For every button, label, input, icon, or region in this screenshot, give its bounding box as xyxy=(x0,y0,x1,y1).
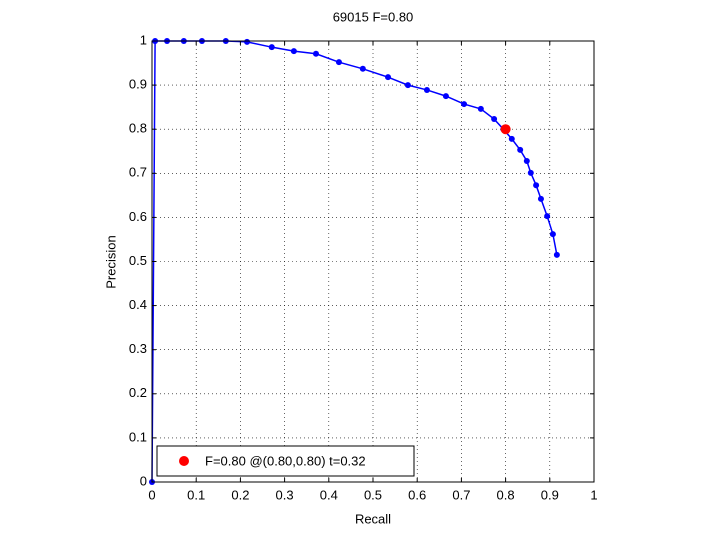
x-tick-label: 0.7 xyxy=(452,487,470,502)
y-tick-label: 0.1 xyxy=(129,429,147,444)
point xyxy=(404,82,411,89)
x-tick-label: 0.1 xyxy=(187,487,205,502)
y-axis-label: Precision xyxy=(103,235,118,288)
point xyxy=(537,195,544,202)
point xyxy=(442,93,449,100)
point xyxy=(477,105,484,112)
x-tick-label: 0.4 xyxy=(320,487,338,502)
point xyxy=(508,135,515,142)
y-tick-label: 0.4 xyxy=(129,297,147,312)
point xyxy=(290,48,297,55)
x-tick-label: 1 xyxy=(590,487,597,502)
y-tick-label: 0.9 xyxy=(129,77,147,92)
legend-label: F=0.80 @(0.80,0.80) t=0.32 xyxy=(205,453,366,468)
chart-title: 69015 F=0.80 xyxy=(333,9,414,24)
y-tick-label: 0.6 xyxy=(129,209,147,224)
point xyxy=(335,59,342,66)
point xyxy=(527,169,534,176)
y-tick-label: 0.2 xyxy=(129,385,147,400)
y-tick-label: 0.5 xyxy=(129,253,147,268)
x-tick-label: 0.2 xyxy=(231,487,249,502)
point xyxy=(461,101,468,108)
x-tick-label: 0.3 xyxy=(276,487,294,502)
point xyxy=(423,86,430,93)
x-tick-label: 0.9 xyxy=(541,487,559,502)
point xyxy=(523,157,530,164)
point xyxy=(268,44,275,51)
x-tick-label: 0.8 xyxy=(497,487,515,502)
point xyxy=(549,231,556,238)
y-tick-label: 1 xyxy=(140,32,147,47)
point xyxy=(244,38,251,45)
legend-marker xyxy=(179,456,189,466)
y-tick-label: 0 xyxy=(140,473,147,488)
point xyxy=(544,213,551,220)
point xyxy=(491,116,498,123)
point xyxy=(533,182,540,189)
x-axis-label: Recall xyxy=(355,511,391,526)
point xyxy=(517,146,524,153)
x-tick-label: 0.6 xyxy=(408,487,426,502)
y-tick-label: 0.8 xyxy=(129,121,147,136)
best-point xyxy=(500,124,511,135)
point xyxy=(359,65,366,72)
x-tick-label: 0.5 xyxy=(364,487,382,502)
x-tick-label: 0 xyxy=(148,487,155,502)
y-tick-label: 0.3 xyxy=(129,341,147,356)
y-tick-label: 0.7 xyxy=(129,165,147,180)
point xyxy=(553,251,560,258)
legend-box xyxy=(156,445,415,477)
point xyxy=(312,50,319,57)
point xyxy=(385,74,392,81)
